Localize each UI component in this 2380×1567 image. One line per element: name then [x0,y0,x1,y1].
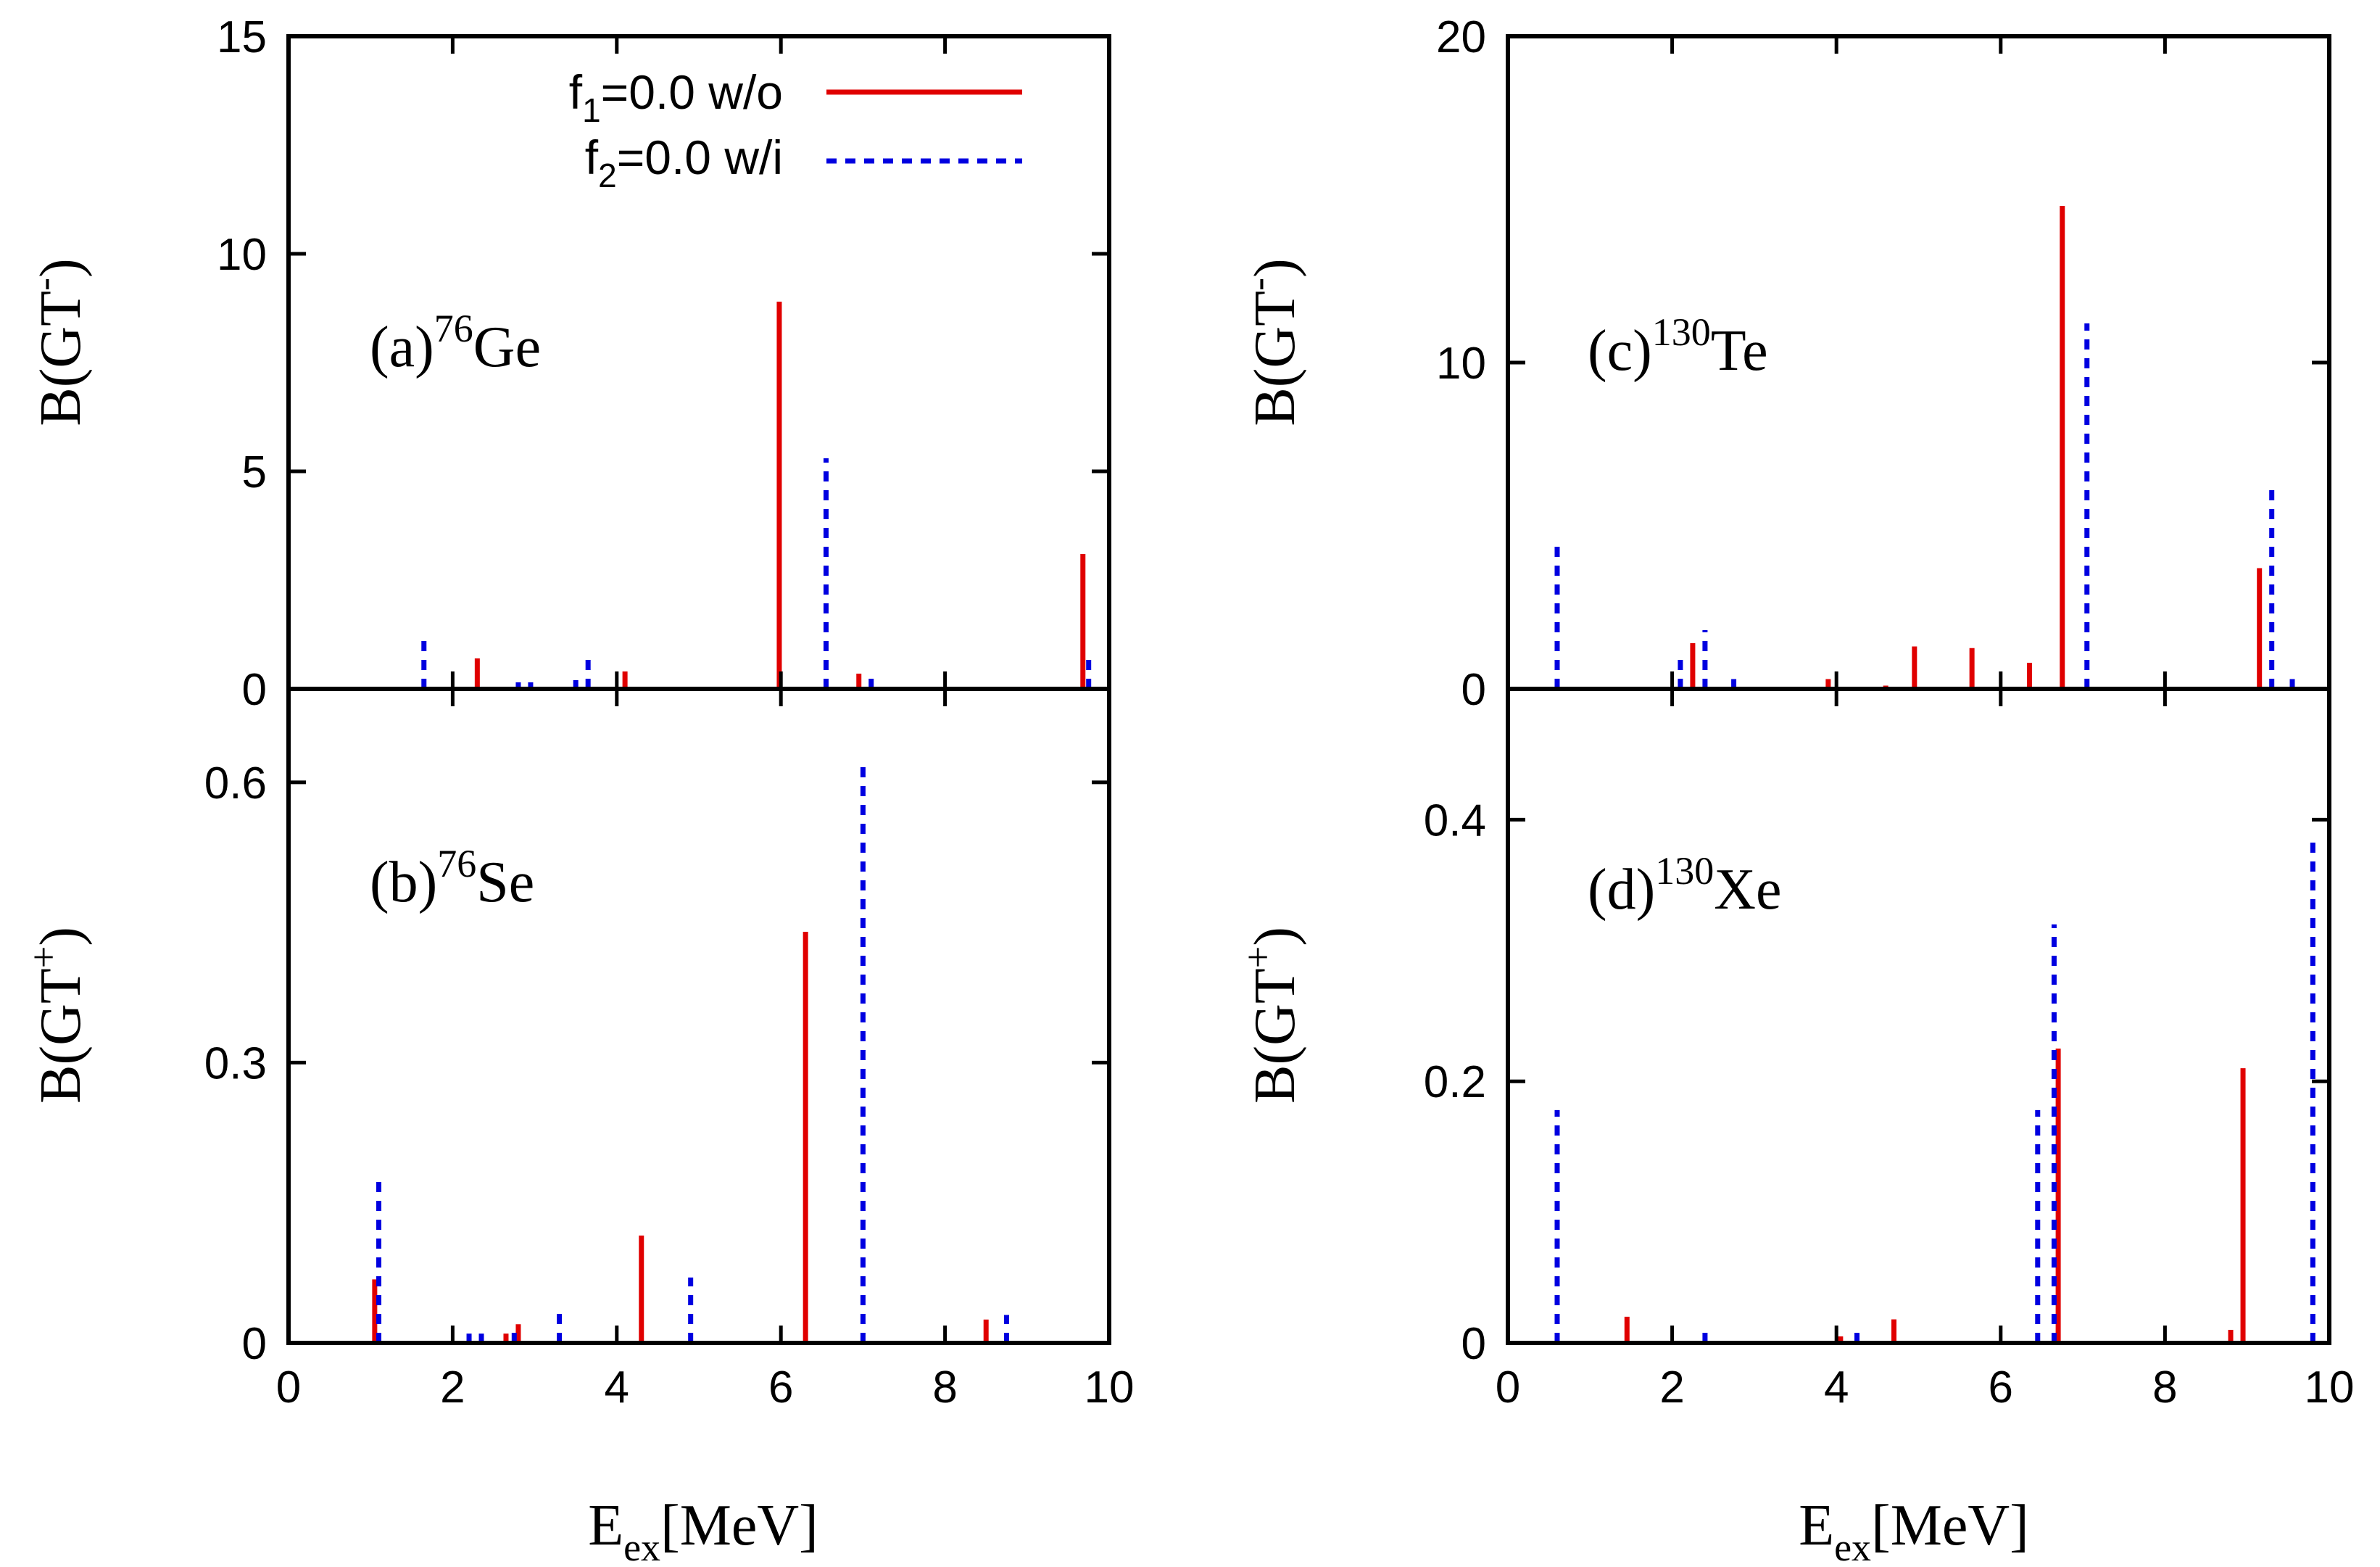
panel-c-te130: (c)130Te B(GT-) 0 10 20 [1236,12,2331,715]
ytick-label-a-0: 0 [242,665,267,715]
ytick-label-a-3: 15 [217,12,267,62]
panel-a-ge76: (a)76Ge B(GT-) 0 5 10 15 [22,12,1111,715]
xtick-label-b-5: 10 [1085,1363,1135,1413]
legend-label-wi: f2=0.0 w/i [585,131,783,194]
panel-c-title: (c)130Te [1588,310,1768,383]
xtick-label-d-4: 8 [2152,1363,2177,1413]
xtick-label-b-4: 8 [932,1363,957,1413]
xtick-label-d-3: 6 [1989,1363,2013,1413]
ytick-label-c-0: 0 [1461,665,1486,715]
panel-b-se76: (b)76Se B(GT+) Eex[MeV] 0 0.3 0.6 0 2 4 6 8 10 [22,687,1135,1567]
panel-a-ylabel: B(GT-) [22,258,93,426]
legend: f1=0.0 w/o f2=0.0 w/i [569,65,1022,194]
ytick-label-c-1: 10 [1436,339,1486,389]
xtick-label-d-0: 0 [1496,1363,1520,1413]
panel-c-ylabel: B(GT-) [1236,258,1307,426]
ytick-label-b-1: 0.3 [204,1038,267,1088]
panel-d-xlabel: Eex[MeV] [1799,1494,2029,1567]
ytick-label-d-2: 0.4 [1424,795,1486,845]
panel-b-xlabel: Eex[MeV] [588,1494,818,1567]
xtick-label-b-0: 0 [276,1363,301,1413]
xtick-label-b-3: 6 [768,1363,793,1413]
ytick-label-a-2: 10 [217,230,267,280]
ytick-label-a-1: 5 [242,447,267,497]
panel-b-title: (b)76Se [370,842,534,914]
ytick-label-b-2: 0.6 [204,758,267,809]
panel-d-title: (d)130Xe [1588,849,1782,922]
panel-d-ylabel: B(GT+) [1236,927,1307,1104]
xtick-label-b-1: 2 [440,1363,465,1413]
xtick-label-d-5: 10 [2305,1363,2355,1413]
ytick-label-c-2: 20 [1436,12,1486,62]
xtick-label-d-2: 4 [1824,1363,1849,1413]
panel-d-xe130: (d)130Xe B(GT+) Eex[MeV] 0 0.2 0.4 0 2 4 6 8 10 [1236,687,2355,1567]
xtick-label-b-2: 4 [605,1363,629,1413]
ytick-label-b-0: 0 [242,1319,267,1369]
xtick-label-d-1: 2 [1659,1363,1684,1413]
panel-b-ylabel: B(GT+) [22,927,93,1104]
ytick-label-d-1: 0.2 [1424,1057,1486,1107]
panel-a-title: (a)76Ge [370,307,541,379]
ytick-label-d-0: 0 [1461,1319,1486,1369]
plot-frame-d [1506,687,2331,1345]
plot-frame-b [286,687,1111,1345]
legend-label-wo: f1=0.0 w/o [569,65,783,129]
